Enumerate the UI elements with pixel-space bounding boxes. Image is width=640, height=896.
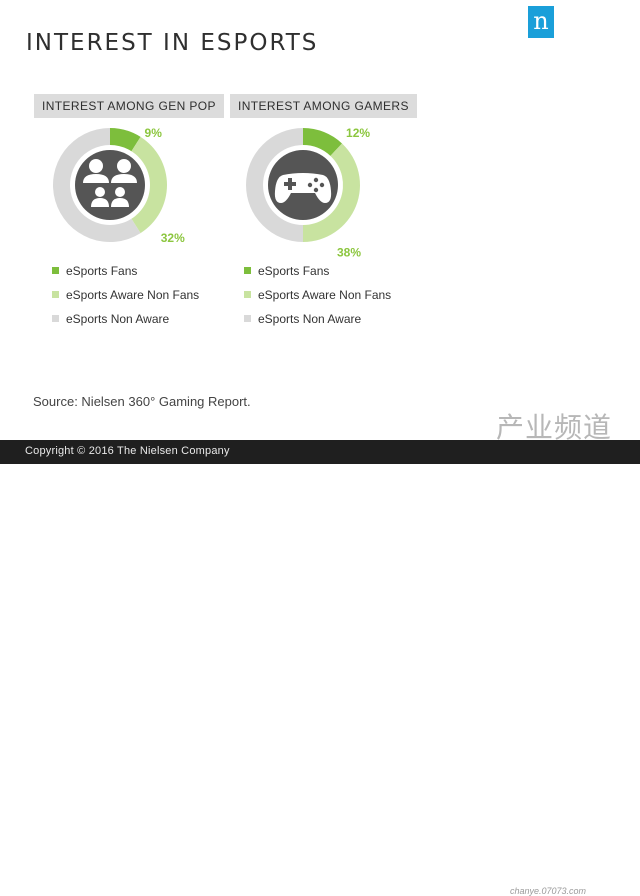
- legend-gen-pop: eSports Fans eSports Aware Non Fans eSpo…: [52, 262, 199, 334]
- legend-item-fans: eSports Fans: [244, 262, 391, 286]
- page-title: INTEREST IN ESPORTS: [26, 30, 319, 56]
- legend-item-aware: eSports Aware Non Fans: [52, 286, 199, 310]
- slice-fans: [303, 128, 343, 156]
- watermark-text: 产业频道: [496, 411, 613, 444]
- data-label-fans: 12%: [346, 126, 370, 140]
- slice-aware: [303, 143, 360, 242]
- slice-aware: [131, 136, 167, 234]
- legend-swatch-aware: [52, 291, 59, 298]
- legend-label: eSports Aware Non Fans: [258, 288, 392, 302]
- legend-swatch-non-aware: [52, 315, 59, 322]
- source-note: Source: Nielsen 360° Gaming Report.: [33, 394, 251, 409]
- nielsen-logo: n: [528, 6, 554, 38]
- watermark-url: chanye.07073.com: [510, 886, 587, 896]
- legend-gamers: eSports Fans eSports Aware Non Fans eSpo…: [244, 262, 391, 334]
- slice-non-aware: [53, 128, 141, 242]
- legend-item-aware: eSports Aware Non Fans: [244, 286, 391, 310]
- data-label-aware: 38%: [337, 246, 361, 260]
- legend-swatch-fans: [244, 267, 251, 274]
- legend-swatch-non-aware: [244, 315, 251, 322]
- legend-swatch-aware: [244, 291, 251, 298]
- copyright-text: Copyright © 2016 The Nielsen Company: [25, 445, 230, 457]
- legend-label: eSports Fans: [258, 264, 330, 278]
- legend-label: eSports Fans: [66, 264, 138, 278]
- donut-chart-gamers: 12% 38%: [246, 126, 370, 260]
- legend-swatch-fans: [52, 267, 59, 274]
- footer-bar: Copyright © 2016 The Nielsen Company cha…: [0, 440, 640, 896]
- slice-fans: [110, 128, 141, 152]
- donut-chart-gen-pop: 9% 32%: [53, 126, 185, 245]
- slice-non-aware: [246, 128, 303, 242]
- legend-label: eSports Aware Non Fans: [66, 288, 200, 302]
- legend-label: eSports Non Aware: [258, 312, 362, 326]
- legend-item-non-aware: eSports Non Aware: [244, 310, 391, 334]
- people-group-icon: [83, 159, 137, 207]
- icon-center-circle: [75, 150, 145, 220]
- chart-title-gamers: INTEREST AMONG GAMERS: [230, 94, 417, 118]
- legend-item-fans: eSports Fans: [52, 262, 199, 286]
- data-label-fans: 9%: [145, 126, 163, 140]
- gamepad-icon: [274, 173, 332, 203]
- legend-label: eSports Non Aware: [66, 312, 170, 326]
- chart-title-gen-pop: INTEREST AMONG GEN POP: [34, 94, 224, 118]
- data-label-aware: 32%: [161, 231, 185, 245]
- legend-item-non-aware: eSports Non Aware: [52, 310, 199, 334]
